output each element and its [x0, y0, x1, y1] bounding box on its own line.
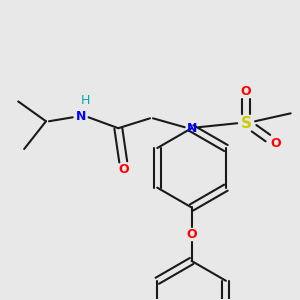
- Text: N: N: [76, 110, 86, 123]
- Text: O: O: [241, 85, 251, 98]
- Text: O: O: [186, 228, 197, 241]
- Text: O: O: [271, 136, 281, 150]
- Text: H: H: [81, 94, 90, 107]
- Text: N: N: [186, 122, 197, 135]
- Text: O: O: [118, 163, 129, 176]
- Text: S: S: [241, 116, 252, 131]
